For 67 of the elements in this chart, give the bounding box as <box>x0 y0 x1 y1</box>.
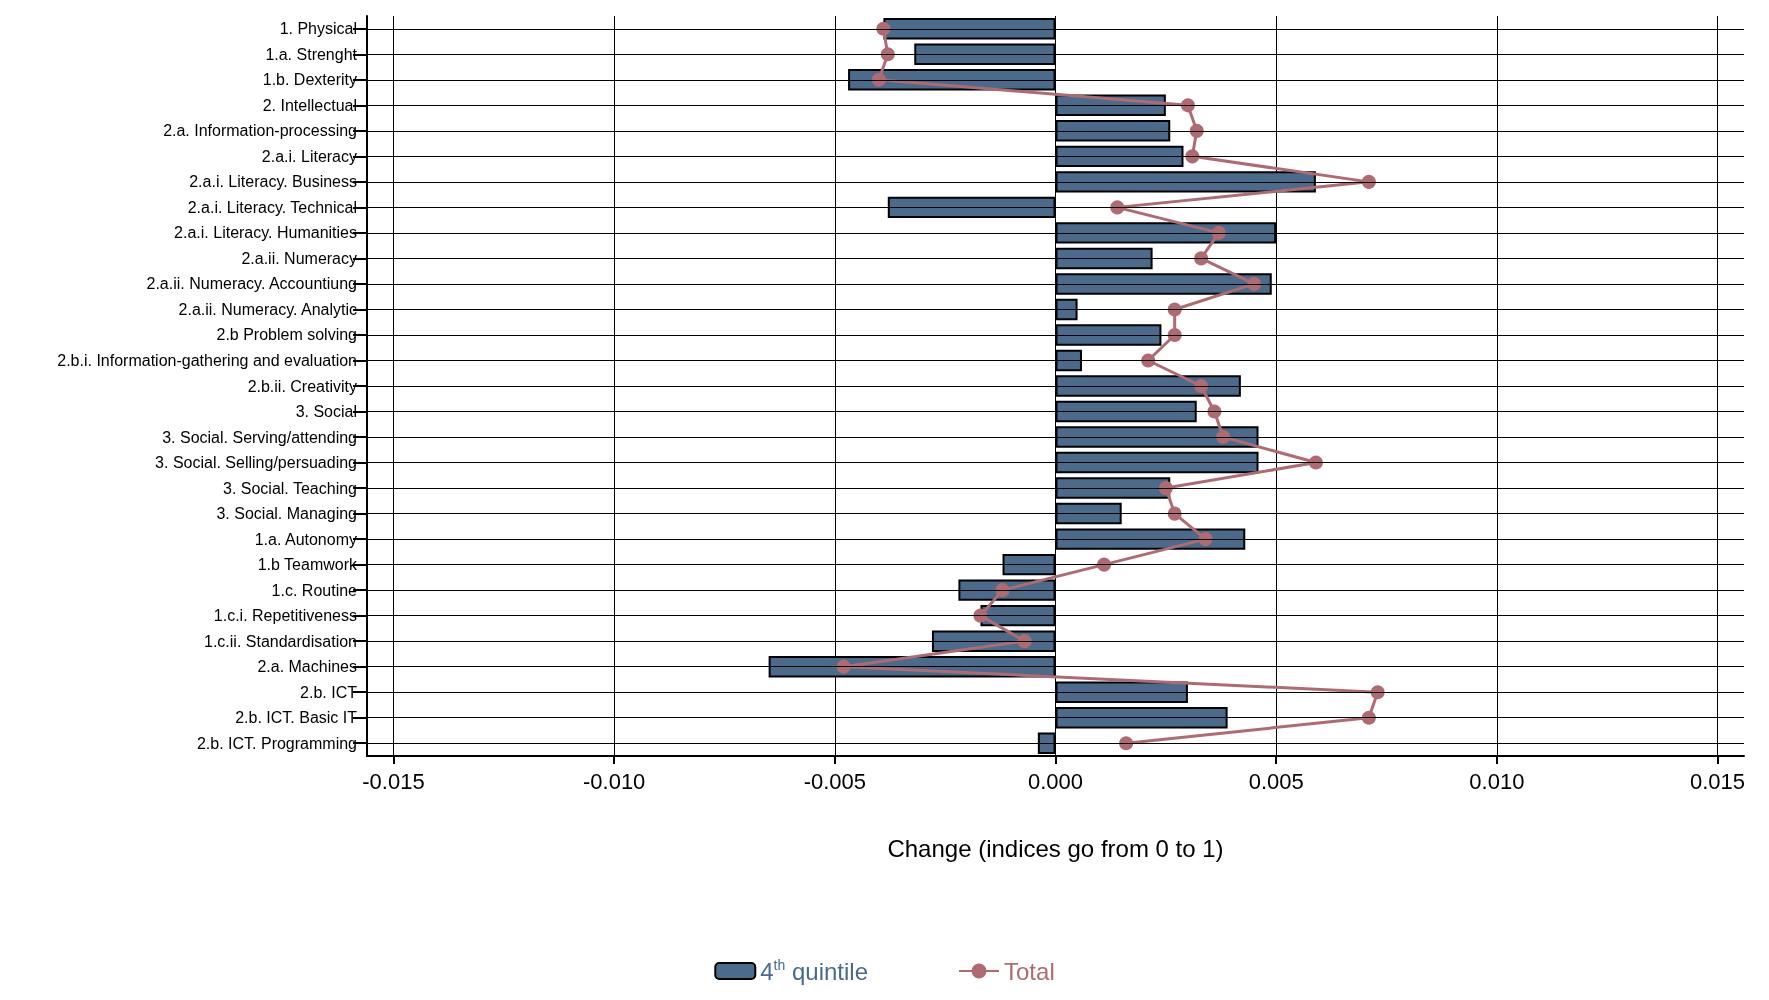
x-tick-label: -0.010 <box>582 768 646 794</box>
point <box>1247 276 1262 291</box>
y-tick-label: 1.c. Routine <box>271 581 358 599</box>
point <box>1361 710 1376 725</box>
point <box>836 659 851 674</box>
point <box>1141 353 1156 368</box>
point <box>871 72 886 87</box>
point <box>995 583 1010 598</box>
y-tick-label: 2.a. Information-processing <box>163 122 357 140</box>
y-tick-label: 3. Social. Managing <box>216 505 357 523</box>
point <box>1167 327 1182 342</box>
y-tick-label: 2.a.i. Literacy <box>261 147 357 165</box>
point <box>1194 251 1209 266</box>
y-tick-label: 1.a. Strenght <box>265 45 358 63</box>
point <box>1158 481 1173 496</box>
y-tick-label: 2.a.i. Literacy. Technical <box>187 198 357 216</box>
y-tick-label: 2.a.ii. Numeracy <box>241 249 357 267</box>
y-tick-label: 1.b. Dexterity <box>262 71 357 89</box>
y-tick-label: 2. Intellectual <box>262 96 357 114</box>
point <box>1308 455 1323 470</box>
y-tick-label: 2.b.ii. Creativity <box>247 377 357 395</box>
y-tick-label: 1.a. Autonomy <box>254 530 357 548</box>
point <box>973 608 988 623</box>
y-tick-label: 3. Social. Teaching <box>222 479 357 497</box>
point <box>1119 736 1134 751</box>
y-tick-label: 1.b Teamwork <box>257 556 358 574</box>
y-tick-label: 2.b. ICT. Programming <box>196 734 357 752</box>
y-tick-label: 2.b.i. Information-gathering and evaluation <box>57 351 357 369</box>
point <box>1167 302 1182 317</box>
point <box>1211 225 1226 240</box>
y-tick-label: 2.a.ii. Numeracy. Analytic <box>178 300 357 318</box>
y-tick-label: 2.a.ii. Numeracy. Accountiung <box>146 275 357 293</box>
point <box>1097 557 1112 572</box>
point <box>1185 149 1200 164</box>
x-tick-label: 0.010 <box>1469 768 1525 794</box>
point <box>1180 98 1195 113</box>
y-tick-label: 2.b Problem solving <box>216 326 357 344</box>
point <box>1167 506 1182 521</box>
x-tick-label: 0.005 <box>1248 768 1304 794</box>
x-tick-label: -0.005 <box>803 768 867 794</box>
y-tick-label: 2.a.i. Literacy. Humanities <box>174 224 357 242</box>
point <box>876 21 891 36</box>
y-tick-label: 2.b. ICT <box>300 683 358 701</box>
point <box>880 47 895 62</box>
point <box>1189 123 1204 138</box>
point <box>1370 685 1385 700</box>
point <box>1207 404 1222 419</box>
legend-label: Total <box>1004 957 1055 985</box>
y-tick-label: 3. Social. Selling/persuading <box>155 454 357 472</box>
y-tick-label: 1.c.ii. Standardisation <box>204 632 357 650</box>
point <box>1194 379 1209 393</box>
y-tick-label: 1. Physical <box>279 20 357 38</box>
point <box>1198 532 1213 547</box>
point <box>1110 200 1125 215</box>
x-axis-title: Change (indices go from 0 to 1) <box>887 834 1224 862</box>
y-tick-label: 2.b. ICT. Basic IT <box>235 709 358 727</box>
y-tick-label: 2.a.i. Literacy. Business <box>189 173 357 191</box>
x-tick-label: -0.015 <box>362 768 425 794</box>
point <box>1017 634 1032 649</box>
y-tick-label: 2.a. Machines <box>257 658 357 676</box>
x-tick-label: 0.000 <box>1027 768 1084 794</box>
point <box>1361 174 1376 189</box>
y-tick-label: 1.c.i. Repetitiveness <box>213 607 357 625</box>
x-tick-label: 0.015 <box>1689 768 1746 794</box>
point <box>1216 430 1231 445</box>
y-tick-label: 3. Social <box>295 403 357 421</box>
y-tick-label: 3. Social. Serving/attending <box>162 428 357 446</box>
